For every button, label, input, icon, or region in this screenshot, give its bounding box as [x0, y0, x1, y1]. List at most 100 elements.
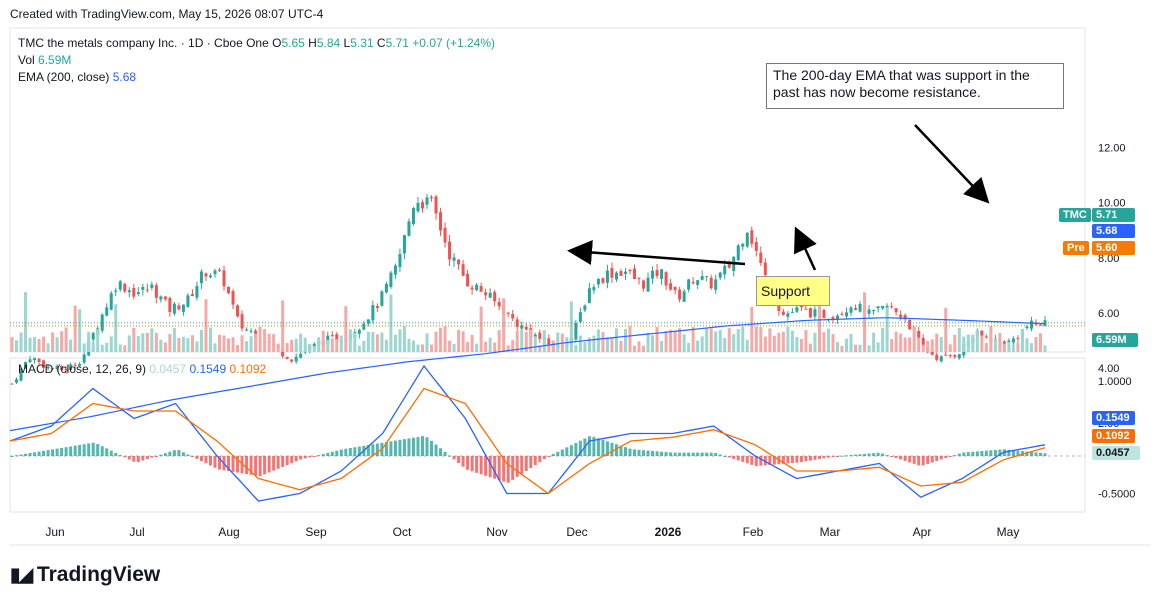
candle-body [687, 279, 691, 290]
candle-body [790, 311, 794, 313]
volume-bar [538, 345, 542, 352]
candle-body [218, 269, 222, 271]
macd-hist-bar [813, 456, 817, 460]
candle-body [610, 267, 614, 278]
macd-hist-bar [709, 452, 713, 456]
volume-bar [741, 326, 745, 352]
macd-hist-bar [890, 456, 894, 457]
volume-bar [506, 345, 510, 352]
macd-hist-bar [204, 456, 208, 464]
candle-body [132, 287, 136, 297]
candle-body [840, 313, 844, 315]
volume-bar [249, 336, 253, 352]
candle-body [1011, 338, 1015, 343]
volume-bar [493, 342, 497, 352]
macd-hist-bar [633, 449, 637, 456]
volume-bar [899, 333, 903, 352]
volume-bar [267, 333, 271, 352]
volume-bar [317, 337, 321, 352]
macd-hist-bar [556, 451, 560, 456]
volume-bar [556, 332, 560, 352]
candle-body [452, 257, 456, 261]
candle-body [1029, 320, 1033, 329]
macd-hist-bar [371, 444, 375, 456]
volume-badge: 6.59M [1092, 333, 1138, 347]
volume-bar [975, 330, 979, 352]
candle-body [633, 268, 637, 279]
candle-body [384, 283, 388, 293]
candle-body [371, 305, 375, 321]
macd-hist-bar [434, 444, 438, 456]
volume-bar [344, 306, 348, 352]
candle-body [921, 337, 925, 348]
candle-body [380, 291, 384, 306]
candle-body [73, 364, 77, 366]
price-axis-tick: 6.00 [1098, 308, 1119, 320]
macd-hist-bar [470, 456, 474, 472]
macd-hist-bar [655, 451, 659, 456]
volume-bar [132, 327, 136, 352]
volume-bar [1007, 342, 1011, 352]
macd-hist-bar [303, 456, 307, 459]
macd-hist-bar [168, 451, 172, 456]
volume-bar [60, 331, 64, 352]
macd-hist-bar [894, 456, 898, 458]
candle-body [195, 285, 199, 298]
macd-hist-bar [529, 456, 533, 469]
macd-hist-bar [763, 456, 767, 466]
macd-hist-bar [642, 450, 646, 456]
macd-hist-bar [150, 456, 154, 458]
candle-body [457, 259, 461, 265]
candle-body [470, 287, 474, 290]
macd-hist-bar [565, 447, 569, 456]
macd-hist-bar [177, 450, 181, 456]
macd-hist-bar [87, 443, 91, 456]
candle-body [42, 360, 46, 368]
macd-hist-bar [867, 453, 871, 456]
macd-hist-bar [1020, 451, 1024, 456]
candle-body [290, 359, 294, 362]
price-axis-tick: 8.00 [1098, 253, 1119, 265]
volume-bar [87, 331, 91, 352]
macd-hist-bar [560, 449, 564, 456]
volume-bar [1020, 329, 1024, 352]
candle-body [69, 364, 73, 371]
macd-hist-bar [646, 450, 650, 456]
macd-hist-bar [596, 438, 600, 456]
macd-hist-bar [357, 446, 361, 456]
volume-bar [227, 338, 231, 352]
volume-bar [263, 329, 267, 352]
candle-body [186, 295, 190, 307]
macd-hist-bar [484, 456, 488, 476]
volume-bar [696, 340, 700, 352]
candle-body [759, 252, 763, 263]
volume-bar [691, 327, 695, 352]
volume-bar [430, 344, 434, 352]
volume-bar [953, 334, 957, 352]
macd-hist-bar [876, 452, 880, 456]
candle-body [903, 315, 907, 320]
macd-hist-bar [587, 436, 591, 456]
volume-bar [569, 301, 573, 352]
volume-bar [637, 341, 641, 352]
candle-body [736, 245, 740, 260]
volume-bar [245, 341, 249, 352]
volume-bar [669, 329, 673, 352]
volume-bar [520, 330, 524, 352]
macd-hist-bar [330, 451, 334, 456]
price-change: +0.07 (+1.24%) [412, 36, 496, 50]
macd-hist-bar [831, 456, 835, 457]
volume-bar [926, 340, 930, 352]
volume-bar [583, 342, 587, 352]
macd-hist-bar [718, 454, 722, 456]
volume-bar [326, 339, 330, 352]
volume-bar [984, 343, 988, 352]
candle-body [930, 351, 934, 355]
macd-hist-bar [700, 452, 704, 456]
pre-price-badge: 5.60 [1092, 241, 1135, 255]
macd-hist-bar [574, 442, 578, 456]
candle-body [574, 322, 578, 340]
volume-bar [91, 342, 95, 352]
candle-body [835, 315, 839, 320]
candle-body [407, 221, 411, 236]
